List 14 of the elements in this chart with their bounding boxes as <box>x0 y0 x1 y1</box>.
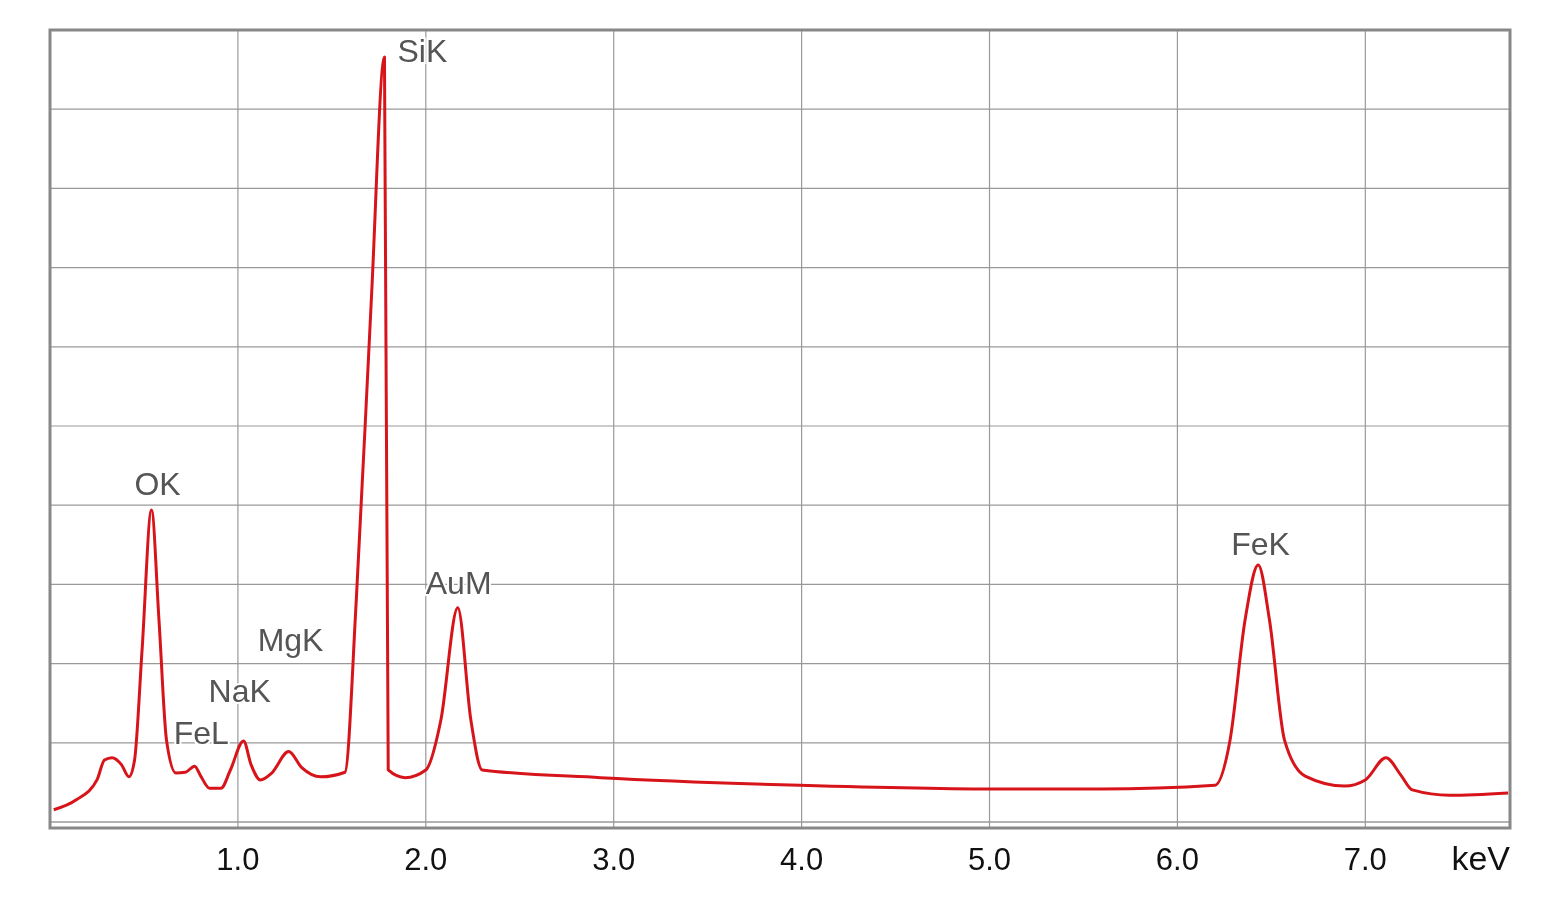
x-tick-label: 5.0 <box>967 842 1012 877</box>
annotation: FeK <box>1231 525 1290 562</box>
x-tick-label: 4.0 <box>780 842 824 877</box>
annotation: NaK <box>208 672 271 709</box>
x-tick-label: 6.0 <box>1155 842 1199 877</box>
x-tick-label: 7.0 <box>1343 842 1387 877</box>
annotation: SiK <box>397 33 448 69</box>
x-tick-label: 1.0 <box>216 842 260 877</box>
annotation: FeL <box>173 715 229 752</box>
annotation: OK <box>134 465 181 502</box>
x-axis-title: keV <box>1451 839 1511 877</box>
x-tick-label: 3.0 <box>592 842 636 877</box>
x-tick-label: 2.0 <box>404 842 448 877</box>
annotation: MgK <box>257 621 324 658</box>
